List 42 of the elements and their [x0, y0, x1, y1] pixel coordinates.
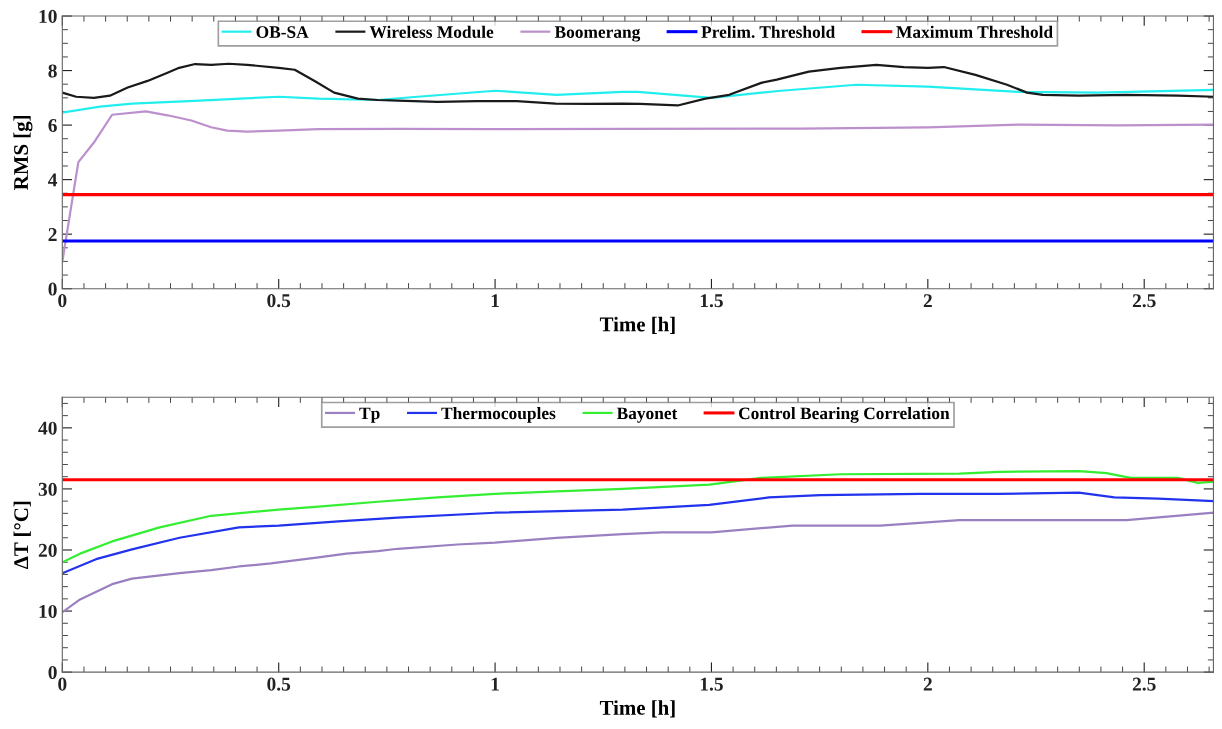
y-tick-label: 2 [48, 228, 57, 241]
x-tick-label: 2.5 [1132, 677, 1156, 691]
x-tick-label: 0.5 [267, 677, 291, 691]
x-tick-label: 2 [923, 294, 932, 308]
legend-label: Bayonet [616, 407, 678, 423]
line-series [62, 83, 1214, 114]
x-tick-label: 1 [491, 677, 499, 691]
x-tick-label: 0 [58, 294, 67, 308]
y-axis-title: ΔT [°C] [13, 501, 31, 569]
line-series [62, 110, 1214, 263]
legend-label: Prelim. Threshold [701, 25, 836, 38]
y-tick-label: 40 [38, 421, 57, 435]
y-tick-label: 0 [48, 282, 57, 296]
x-tick-label: 2.5 [1132, 294, 1156, 308]
x-tick-label: 2 [923, 677, 932, 691]
y-axis-title: RMS [g] [13, 116, 33, 190]
legend-label: Maximum Threshold [896, 25, 1053, 38]
y-tick-label: 30 [38, 482, 57, 496]
legend-label: Tp [359, 407, 380, 423]
y-tick-label: 0 [48, 665, 57, 680]
x-tick-label: 1 [491, 294, 499, 308]
x-tick-label: 0.5 [267, 294, 291, 308]
x-tick-label: 0 [58, 677, 67, 691]
legend-label: Thermocouples [441, 406, 556, 423]
y-tick-label: 20 [38, 543, 57, 557]
legend-label: Control Bearing Correlation [738, 406, 950, 423]
y-tick-label: 8 [48, 64, 57, 78]
line-series [62, 511, 1214, 614]
y-tick-label: 4 [48, 173, 58, 187]
line-series [62, 62, 1214, 107]
x-axis-title: Time [h] [599, 700, 675, 718]
legend-label: OB-SA [256, 26, 309, 38]
legend-label: Boomerang [554, 26, 641, 42]
x-tick-label: 1.5 [700, 294, 723, 308]
legend-label: Wireless Module [369, 25, 494, 38]
line-series [62, 491, 1214, 575]
line-series [62, 470, 1214, 564]
x-tick-label: 1.5 [700, 677, 723, 691]
y-tick-label: 6 [48, 118, 57, 133]
x-axis-title: Time [h] [599, 316, 675, 334]
y-tick-label: 10 [39, 9, 57, 23]
y-tick-label: 10 [39, 604, 57, 618]
